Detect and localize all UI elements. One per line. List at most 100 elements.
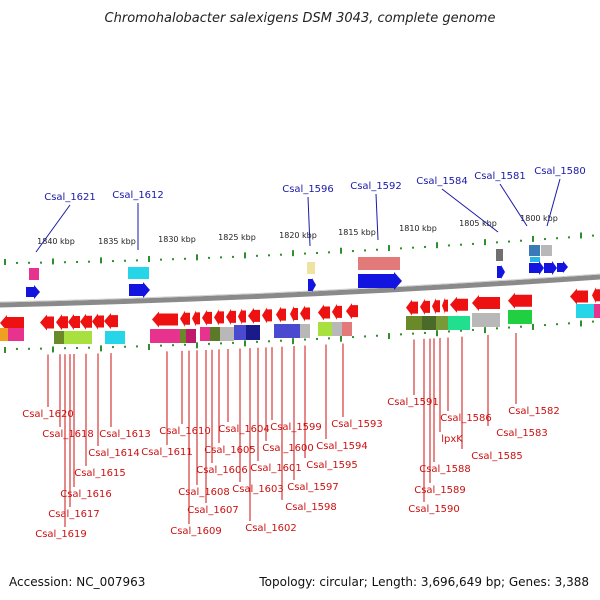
scale-tick: [88, 346, 90, 349]
gene-label-bottom: Csal_1611: [141, 447, 193, 458]
scale-tick: [508, 240, 510, 243]
feature-block: [576, 304, 594, 318]
scale-tick: [208, 342, 210, 345]
forward-gene-arrow: [308, 278, 316, 292]
bottom-gene-callouts: Csal_1620 Csal_1618 Csal_1619 Csal_1617 Csal…: [22, 333, 560, 540]
scale-tick: [568, 322, 570, 325]
gene-label-top: Csal_1592: [350, 181, 402, 192]
feature-block: [529, 245, 540, 256]
reverse-gene-arrow: [92, 313, 104, 330]
reverse-gene-arrow: [202, 309, 212, 326]
feature-block: [300, 324, 310, 338]
gene-label-bottom: Csal_1591: [387, 397, 439, 408]
scale-tick: [196, 342, 198, 349]
reverse-gene-arrow: [332, 303, 342, 320]
scale-tick: [472, 242, 474, 245]
scale-tick: [52, 258, 54, 265]
scale-tick: [376, 248, 378, 251]
reverse-gene-arrow: [214, 309, 224, 326]
gene-label-bottom: Csal_1605: [204, 445, 256, 456]
gene-label-bottom: Csal_1609: [170, 526, 222, 537]
genome-summary: Topology: circular; Length: 3,696,649 bp…: [258, 575, 589, 589]
feature-block: [530, 257, 540, 262]
scale-tick: [496, 327, 498, 330]
scale-tick: [28, 261, 30, 264]
scale-tick: [424, 331, 426, 334]
feature-block: [64, 331, 92, 344]
scale-tick: [532, 323, 534, 330]
feature-block: [180, 329, 186, 343]
callout-line: [35, 204, 71, 253]
scale-tick: [220, 256, 222, 259]
reverse-gene-arrow: [192, 310, 200, 327]
scale-tick: [496, 241, 498, 244]
feature-block: [0, 328, 8, 341]
callout-line: [546, 178, 561, 227]
reverse-gene-arrow: [450, 296, 468, 313]
scale-tick: [268, 254, 270, 257]
gene-label-bottom: Csal_1619: [35, 529, 87, 540]
forward-gene-arrow: [497, 265, 505, 279]
scale-tick: [376, 334, 378, 337]
scale-tick: [268, 340, 270, 343]
scale-tick: [388, 245, 390, 252]
gene-label-bottom: Csal_1615: [74, 468, 126, 479]
scale-tick: [304, 338, 306, 341]
scale-tick: [412, 246, 414, 249]
gene-label-bottom: Csal_1616: [60, 489, 112, 500]
scale-tick-label: 1805 kbp: [459, 219, 497, 228]
gene-label-bottom: Csal_1607: [187, 505, 239, 516]
reverse-gene-arrow: [508, 292, 532, 309]
feature-block: [406, 316, 422, 330]
gene-label-top: Csal_1596: [282, 184, 334, 195]
feature-block: [105, 331, 125, 344]
scale-tick: [100, 257, 102, 264]
feature-block: [210, 327, 220, 341]
scale-tick: [568, 236, 570, 239]
scale-tick: [352, 250, 354, 253]
callout-line: [441, 188, 499, 233]
outer-tick-track: [4, 232, 594, 265]
callout-line: [499, 183, 528, 227]
feature-block: [342, 322, 352, 336]
scale-tick-label: 1800 kbp: [520, 214, 558, 223]
scale-tick: [460, 329, 462, 332]
gene-label-bottom: Csal_1614: [88, 448, 140, 459]
gene-label-top: Csal_1580: [534, 166, 586, 177]
scale-tick: [40, 347, 42, 350]
reverse-gene-arrow: [104, 313, 118, 330]
top-gene-callouts: Csal_1621 Csal_1612 Csal_1596 Csal_1592 Csal…: [35, 166, 586, 253]
scale-tick: [232, 255, 234, 258]
gene-label-bottom: Csal_1583: [496, 428, 548, 439]
feature-block: [422, 316, 436, 330]
scale-tick: [340, 335, 342, 342]
gene-label-top: Csal_1584: [416, 176, 468, 187]
gene-label-bottom: Csal_1602: [245, 523, 297, 534]
feature-block: [29, 268, 39, 280]
gene-label-bottom: Csal_1598: [285, 502, 337, 513]
reverse-gene-arrow: [406, 299, 418, 316]
reverse-gene-arrow: [248, 307, 260, 324]
scale-tick: [4, 258, 6, 265]
feature-block: [318, 322, 332, 336]
forward-gene-arrow: [544, 261, 557, 275]
forward-genes: [26, 261, 568, 299]
scale-tick: [580, 320, 582, 327]
scale-tick: [436, 330, 438, 337]
scale-tick: [64, 347, 66, 350]
scale-tick: [448, 244, 450, 247]
feature-block: [541, 245, 552, 256]
reverse-gene-arrow: [226, 308, 236, 325]
gene-label-bottom: Csal_1608: [178, 487, 230, 498]
scale-tick: [328, 251, 330, 254]
scale-tick-label: 1810 kbp: [399, 224, 437, 233]
scale-tick: [100, 345, 102, 352]
scale-tick: [460, 243, 462, 246]
gene-label-bottom: Csal_1620: [22, 409, 74, 420]
callout-line: [375, 193, 379, 241]
gene-label-bottom: lpxK: [441, 434, 463, 445]
scale-tick: [16, 347, 18, 350]
scale-tick: [472, 328, 474, 331]
gene-label-bottom: Csal_1586: [440, 413, 492, 424]
reverse-gene-arrow: [318, 304, 330, 321]
